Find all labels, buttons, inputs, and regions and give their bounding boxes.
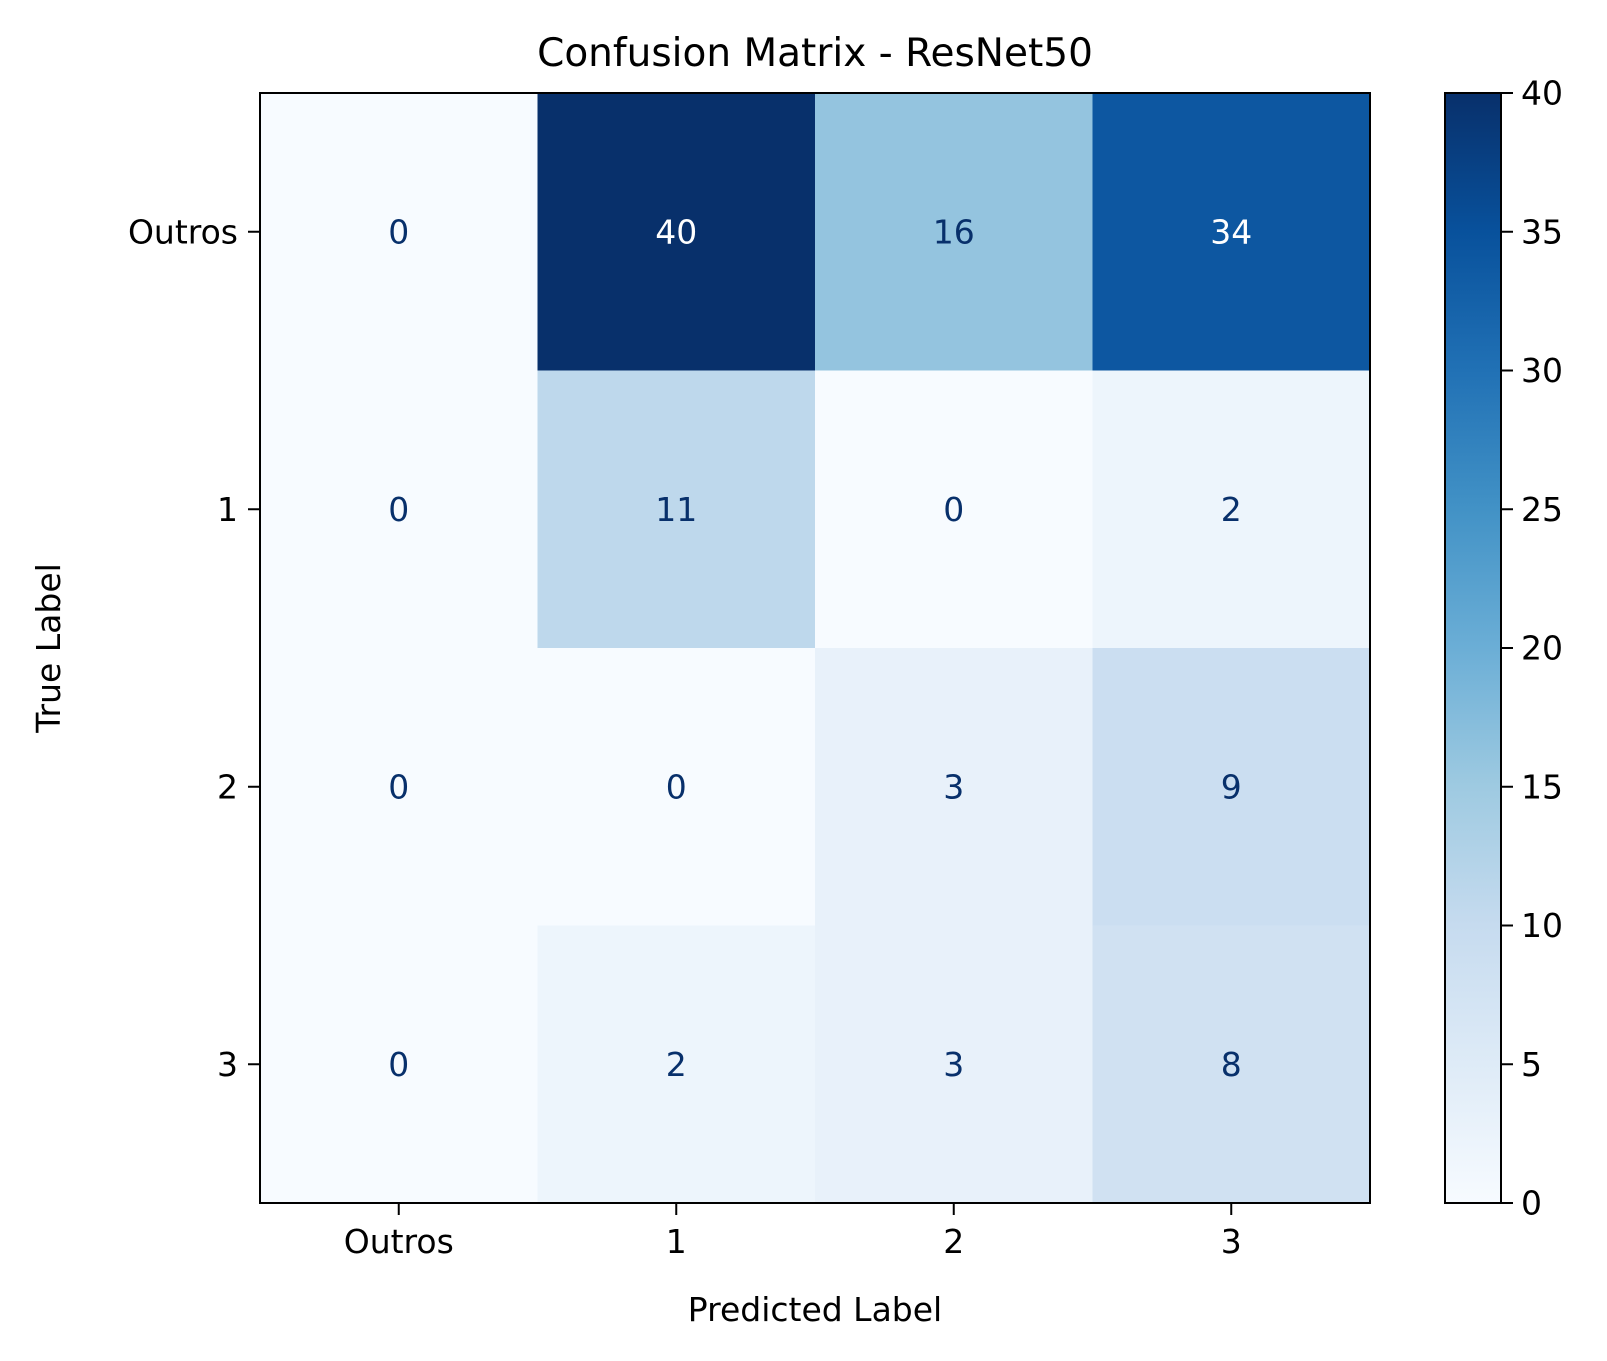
heatmap-cell [1092, 370, 1371, 649]
y-tick-label: Outros [128, 212, 238, 251]
heatmap-cell [537, 370, 816, 649]
cell-value-label: 9 [1221, 767, 1242, 806]
heatmap-cell [1092, 648, 1371, 926]
heatmap-cell [260, 648, 538, 926]
cell-value-label: 16 [933, 212, 975, 251]
cell-value-label: 0 [388, 212, 409, 251]
cell-value-label: 34 [1210, 212, 1252, 251]
cell-value-label: 2 [666, 1045, 687, 1084]
x-axis-label: Predicted Label [688, 1290, 942, 1329]
colorbar-tick-label: 15 [1521, 767, 1563, 806]
heatmap-cell [815, 648, 1093, 926]
heatmap-cell [815, 925, 1093, 1204]
heatmap-cell [815, 93, 1093, 371]
cell-value-label: 8 [1221, 1045, 1242, 1084]
colorbar-tick-label: 20 [1521, 629, 1563, 668]
cell-value-label: 0 [666, 767, 687, 806]
heatmap-cell [815, 370, 1093, 649]
cell-value-label: 11 [655, 490, 697, 529]
colorbar-tick-label: 35 [1521, 212, 1563, 251]
x-tick-label: Outros [344, 1222, 454, 1261]
colorbar-tick-label: 25 [1521, 490, 1563, 529]
x-tick-label: 2 [943, 1222, 964, 1261]
cell-value-label: 2 [1221, 490, 1242, 529]
x-tick-label: 3 [1221, 1222, 1242, 1261]
heatmap-cell [260, 93, 538, 371]
cell-value-label: 3 [943, 767, 964, 806]
heatmap-cell [537, 93, 816, 371]
colorbar-tick-label: 10 [1521, 906, 1563, 945]
heatmap-cell [1092, 925, 1371, 1204]
y-axis-ticks: Outros 1 2 3 [128, 212, 260, 1084]
heatmap-cell-labels: 0 40 16 34 0 11 0 2 0 0 3 9 0 2 3 8 [388, 212, 1252, 1084]
cell-value-label: 0 [943, 490, 964, 529]
colorbar-tick-label: 0 [1521, 1184, 1542, 1223]
cell-value-label: 3 [943, 1045, 964, 1084]
x-axis-ticks: Outros 1 2 3 [344, 1203, 1242, 1261]
colorbar-ticks: 0 5 10 15 20 25 30 35 40 [1501, 74, 1563, 1223]
heatmap-cell [537, 648, 816, 926]
heatmap-cell [537, 925, 816, 1204]
chart-title: Confusion Matrix - ResNet50 [537, 31, 1093, 76]
heatmap-cell [1092, 93, 1371, 371]
colorbar-tick-label: 40 [1521, 74, 1563, 113]
colorbar-tick-label: 5 [1521, 1045, 1542, 1084]
cell-value-label: 0 [388, 1045, 409, 1084]
colorbar-tick-label: 30 [1521, 351, 1563, 390]
y-tick-label: 1 [217, 490, 238, 529]
plot-frame [259, 92, 1371, 1204]
heatmap-cell [260, 925, 538, 1204]
cell-value-label: 40 [655, 212, 697, 251]
cell-value-label: 0 [388, 490, 409, 529]
y-tick-label: 3 [217, 1045, 238, 1084]
y-axis-label: True Label [29, 563, 68, 734]
x-tick-label: 1 [666, 1222, 687, 1261]
cell-value-label: 0 [388, 767, 409, 806]
y-tick-label: 2 [217, 767, 238, 806]
heatmap-cells [260, 93, 1371, 1204]
heatmap-cell [260, 370, 538, 649]
colorbar [1444, 92, 1502, 1204]
